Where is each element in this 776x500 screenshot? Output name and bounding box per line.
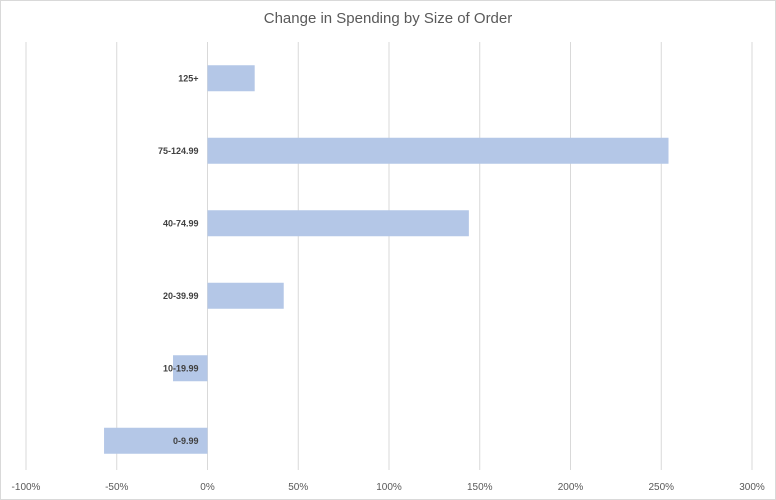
x-tick-label: 250% [648, 482, 674, 493]
bar [207, 137, 669, 164]
x-tick-label: -100% [12, 482, 41, 493]
chart-title: Change in Spending by Size of Order [263, 10, 513, 27]
category-labels: 125+ 75-124.99 40-74.99 20-39.99 10-19.99 0-9… [158, 73, 199, 446]
x-tick-label: 150% [467, 482, 493, 493]
bar [207, 282, 284, 309]
x-tick-label: 300% [739, 482, 765, 493]
category-label: 75-124.99 [158, 146, 199, 156]
x-tick-labels: -100% -50% 0% 50% 100% 150% 200% 250% 300% [12, 482, 765, 493]
bar [207, 65, 255, 92]
bar [104, 427, 208, 454]
x-tick-label: 100% [376, 482, 402, 493]
bar [207, 210, 469, 237]
x-tick-label: -50% [105, 482, 128, 493]
category-label: 20-39.99 [163, 291, 199, 301]
x-tick-label: 200% [558, 482, 584, 493]
bar [173, 355, 208, 382]
gridlines [25, 42, 753, 470]
x-tick-label: 50% [288, 482, 308, 493]
bars [104, 65, 669, 454]
x-tick-label: 0% [200, 482, 215, 493]
category-label: 40-74.99 [163, 218, 199, 228]
category-label: 0-9.99 [173, 436, 199, 446]
category-label: 10-19.99 [163, 363, 199, 373]
category-label: 125+ [178, 73, 198, 83]
